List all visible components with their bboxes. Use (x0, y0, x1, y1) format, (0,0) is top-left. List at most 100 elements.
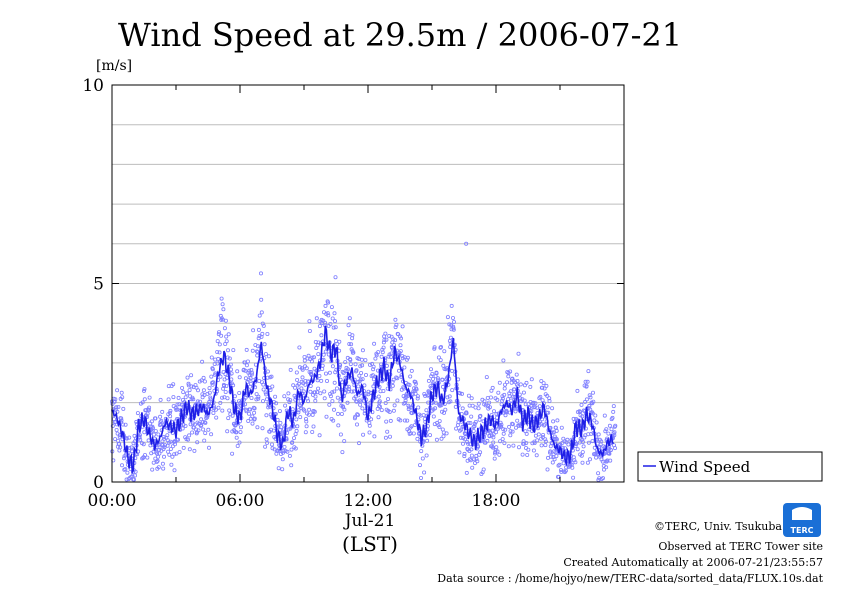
data-point (354, 422, 359, 427)
data-point (602, 467, 607, 472)
data-point (162, 443, 167, 448)
data-point (532, 440, 537, 445)
data-point (364, 391, 369, 396)
data-point (535, 438, 540, 443)
data-point (478, 450, 483, 455)
data-point (471, 428, 476, 433)
data-point (377, 399, 382, 404)
data-point (459, 391, 464, 396)
data-point (607, 451, 612, 456)
data-point (118, 445, 123, 450)
data-point (210, 382, 215, 387)
data-point (538, 421, 543, 426)
data-point (363, 372, 368, 377)
data-point (582, 435, 587, 440)
data-point (162, 436, 167, 441)
data-point (550, 406, 555, 411)
data-point (331, 325, 336, 330)
data-point (170, 454, 175, 459)
data-point (303, 416, 308, 421)
data-point (122, 456, 127, 461)
data-point (476, 401, 481, 406)
data-point (138, 437, 143, 442)
data-point (161, 454, 166, 459)
data-point (542, 386, 547, 391)
data-point (256, 394, 261, 399)
data-point (150, 467, 155, 472)
data-point (310, 355, 315, 360)
data-point (348, 357, 353, 362)
data-point (307, 407, 312, 412)
data-point (557, 462, 562, 467)
data-point (478, 413, 483, 418)
data-point (195, 440, 200, 445)
data-point (554, 437, 559, 442)
data-point (316, 352, 321, 357)
data-point (332, 389, 337, 394)
data-point (353, 414, 358, 419)
data-point (215, 361, 220, 366)
data-point (254, 349, 259, 354)
data-point (294, 370, 299, 375)
data-point (346, 323, 351, 328)
data-point (256, 327, 261, 332)
data-point (543, 443, 548, 448)
data-point (288, 367, 293, 372)
data-point (351, 350, 356, 355)
data-point (592, 445, 597, 450)
data-point (123, 467, 128, 472)
data-point (168, 446, 173, 451)
data-point (409, 368, 414, 373)
data-point (522, 398, 527, 403)
data-point (156, 454, 161, 459)
data-point (259, 297, 264, 302)
data-point (228, 362, 233, 367)
data-point (206, 445, 211, 450)
data-point (345, 400, 350, 405)
data-point (339, 411, 344, 416)
data-point (493, 450, 498, 455)
data-point (468, 420, 473, 425)
data-point (295, 424, 300, 429)
data-point (135, 411, 140, 416)
data-point (360, 348, 365, 353)
data-point (277, 448, 282, 453)
data-point (371, 364, 376, 369)
data-point (314, 316, 319, 321)
data-point (202, 379, 207, 384)
data-point (244, 347, 249, 352)
data-point (436, 355, 441, 360)
data-point (434, 437, 439, 442)
data-point (377, 404, 382, 409)
data-point (234, 430, 239, 435)
data-point (493, 430, 498, 435)
data-point (185, 437, 190, 442)
data-point (415, 436, 420, 441)
data-point (458, 435, 463, 440)
data-point (585, 460, 590, 465)
data-point (360, 377, 365, 382)
data-point (583, 399, 588, 404)
data-point (120, 463, 125, 468)
data-point (383, 435, 388, 440)
data-point (280, 450, 285, 455)
data-point (183, 423, 188, 428)
data-point (260, 321, 265, 326)
data-point (303, 430, 308, 435)
data-point (384, 363, 389, 368)
data-point (223, 372, 228, 377)
data-point (260, 426, 265, 431)
data-point (332, 380, 337, 385)
data-point (407, 382, 412, 387)
data-point (462, 454, 467, 459)
data-point (304, 366, 309, 371)
data-point (177, 450, 182, 455)
data-point (511, 443, 516, 448)
data-point (509, 398, 514, 403)
data-point (153, 456, 158, 461)
data-point (232, 394, 237, 399)
data-point (526, 447, 531, 452)
data-point (168, 408, 173, 413)
data-point (460, 406, 465, 411)
